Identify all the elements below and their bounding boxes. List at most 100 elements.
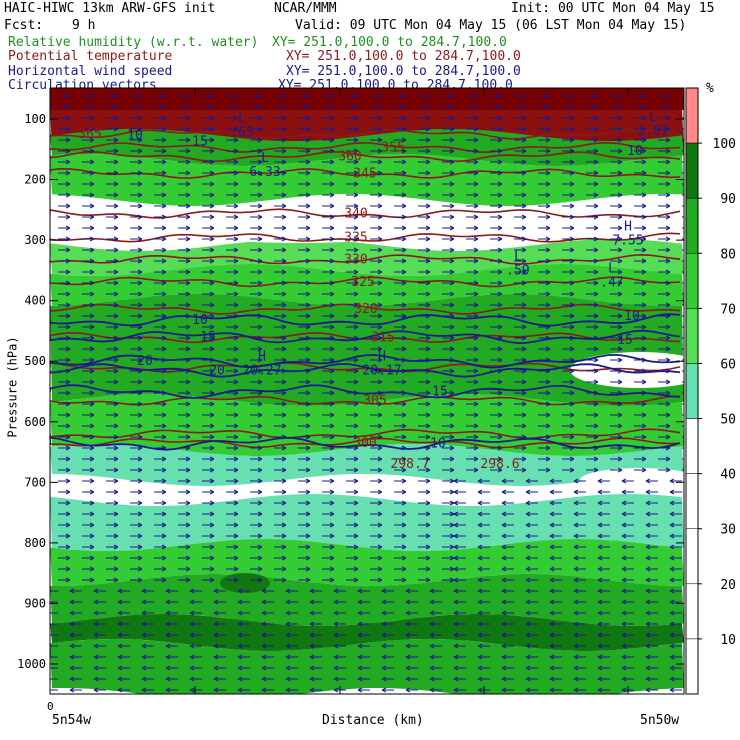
wind-vector-head (233, 148, 239, 154)
wind-vector-head (329, 467, 335, 473)
wind-vector-head (161, 533, 167, 539)
wind-vector-head (617, 401, 623, 407)
wind-vector-head (669, 577, 675, 583)
wind-vector-head (425, 313, 431, 319)
wind-vector-head (137, 357, 143, 363)
wind-vector-head (65, 489, 71, 495)
wind-vector-head (449, 280, 455, 286)
wind-vector-head (641, 181, 647, 187)
wind-vector-head (213, 687, 219, 693)
wind-vector-head (233, 544, 239, 550)
wind-vector-head (617, 258, 623, 264)
wind-vector-head (377, 346, 383, 352)
wind-vector-head (233, 368, 239, 374)
wind-vector-head (401, 291, 407, 297)
wind-vector-head (621, 676, 627, 682)
wind-vector-head (593, 126, 599, 132)
extremum-value: 20.17 (362, 363, 401, 378)
wind-vector-head (621, 489, 627, 495)
wind-vector-head (521, 181, 527, 187)
wind-vector-head (641, 236, 647, 242)
wind-vector-head (425, 566, 431, 572)
wind-vector-head (161, 379, 167, 385)
wind-vector-head (401, 148, 407, 154)
wind-vector-head (233, 159, 239, 165)
wind-vector-head (669, 621, 675, 627)
wind-vector-head (113, 445, 119, 451)
theta-label: 320 (354, 302, 377, 317)
wind-vector-head (401, 346, 407, 352)
wind-vector-head (497, 412, 503, 418)
wind-vector-head (257, 170, 263, 176)
wind-vector-head (113, 115, 119, 121)
wind-vector-head (597, 632, 603, 638)
wind-vector-head (357, 588, 363, 594)
wind-vector-head (137, 401, 143, 407)
wind-vector-head (353, 181, 359, 187)
wind-vector-head (617, 379, 623, 385)
wind-vector-head (525, 478, 531, 484)
wind-vector-head (113, 357, 119, 363)
wind-vector-head (89, 104, 95, 110)
wind-vector-head (521, 445, 527, 451)
wind-vector-head (641, 401, 647, 407)
wind-vector-head (501, 610, 507, 616)
wind-vector-head (401, 412, 407, 418)
wind-vector-head (233, 522, 239, 528)
wind-vector-head (449, 247, 455, 253)
wind-vector-head (69, 687, 75, 693)
wind-vector-head (381, 687, 387, 693)
wind-vector-head (165, 643, 171, 649)
wind-vector-head (305, 346, 311, 352)
wind-vector-head (89, 511, 95, 517)
wind-vector-head (521, 247, 527, 253)
wind-vector-head (117, 687, 123, 693)
wind-vector-head (305, 115, 311, 121)
theta-label: 315 (371, 331, 394, 346)
wind-vector-head (401, 434, 407, 440)
wind-vector-head (233, 346, 239, 352)
wind-vector-head (593, 181, 599, 187)
wind-vector-head (521, 368, 527, 374)
wind-vector-head (473, 236, 479, 242)
wind-vector-head (525, 522, 531, 528)
wind-vector-head (545, 214, 551, 220)
wind-vector-head (281, 456, 287, 462)
wind-vector-head (497, 247, 503, 253)
wind-vector-head (645, 533, 651, 539)
theta-label: 330 (344, 252, 367, 267)
colorbar-label: 100 (713, 137, 736, 152)
wind-vector-head (233, 302, 239, 308)
wind-vector-head (621, 654, 627, 660)
wind-vector-head (257, 434, 263, 440)
wind-vector-head (89, 181, 95, 187)
wind-vector-head (113, 434, 119, 440)
wind-vector-head (65, 456, 71, 462)
wind-vector-head (233, 291, 239, 297)
wind-vector-head (189, 610, 195, 616)
y-tick-label: 1000 (17, 657, 46, 671)
wind-vector-head (521, 412, 527, 418)
wind-label: 20 (137, 354, 153, 369)
wind-vector-head (89, 346, 95, 352)
wind-vector-head (285, 621, 291, 627)
wind-vector-head (449, 357, 455, 363)
wind-vector-head (617, 115, 623, 121)
wind-vector-head (429, 654, 435, 660)
wind-vector-head (285, 610, 291, 616)
wind-vector-head (665, 137, 671, 143)
wind-vector-head (185, 104, 191, 110)
wind-vector-head (233, 478, 239, 484)
wind-vector-head (497, 203, 503, 209)
wind-vector-head (209, 104, 215, 110)
wind-vector-head (165, 599, 171, 605)
wind-vector-head (473, 291, 479, 297)
wind-vector-head (665, 423, 671, 429)
wind-vector-head (377, 126, 383, 132)
wind-vector-head (329, 555, 335, 561)
wind-vector-head (285, 654, 291, 660)
wind-vector-head (401, 93, 407, 99)
wind-vector-head (113, 302, 119, 308)
wind-vector-head (185, 115, 191, 121)
wind-vector-head (521, 192, 527, 198)
